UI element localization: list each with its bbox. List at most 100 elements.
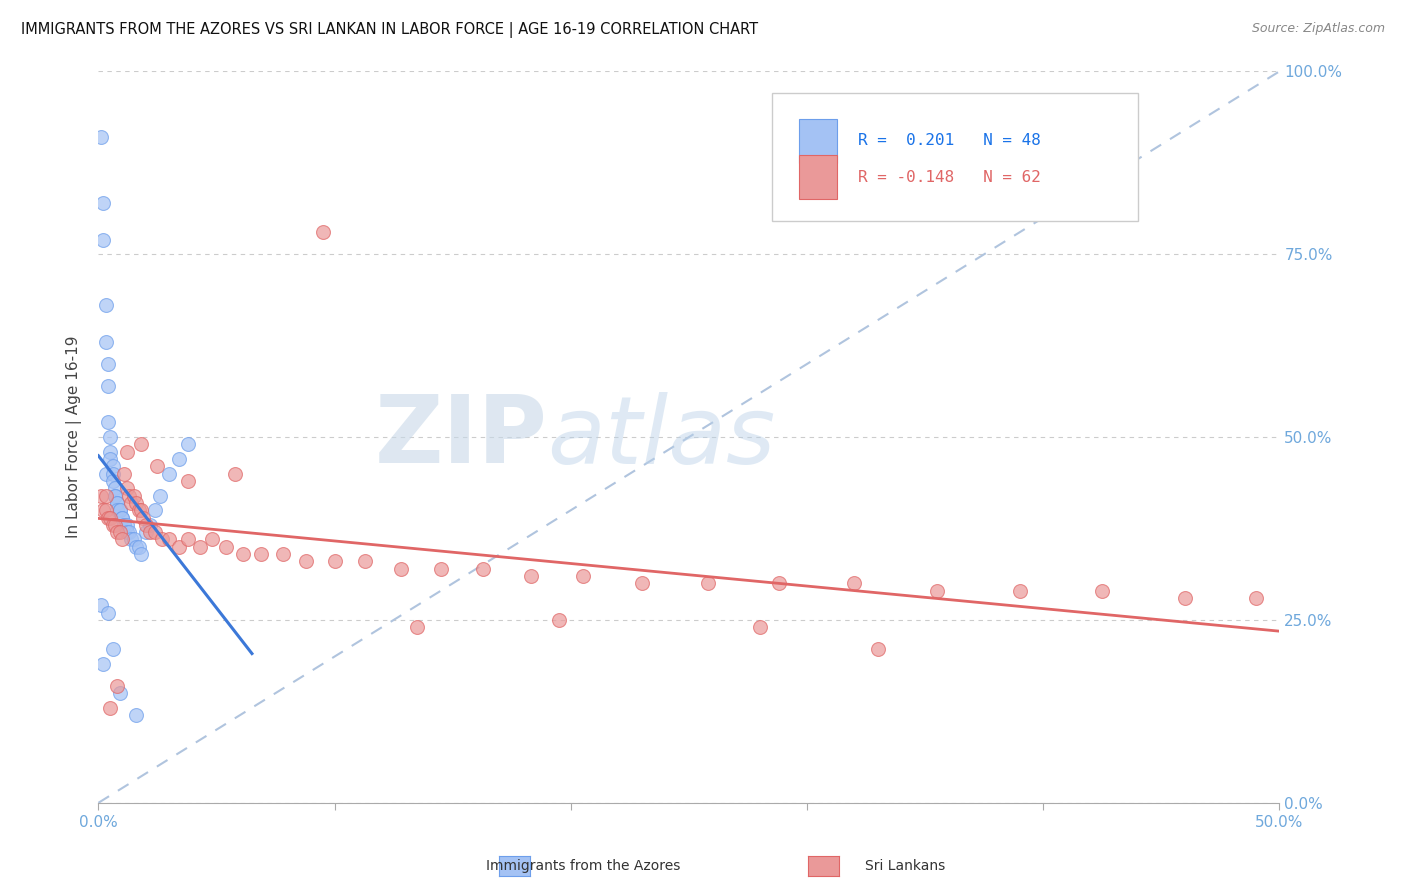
Point [354, 554, 377, 568]
Point [108, 503, 131, 517]
Point [177, 533, 200, 547]
Point [105, 496, 128, 510]
Y-axis label: In Labor Force | Age 16-19: In Labor Force | Age 16-19 [66, 335, 83, 539]
Point [548, 613, 571, 627]
Point [696, 576, 718, 591]
Point [250, 547, 273, 561]
Point [105, 679, 128, 693]
Point [98, 430, 121, 444]
Point [105, 503, 128, 517]
Point [128, 503, 150, 517]
Point [101, 642, 124, 657]
Point [295, 554, 318, 568]
Point [90, 489, 112, 503]
Text: Source: ZipAtlas.com: Source: ZipAtlas.com [1251, 22, 1385, 36]
Point [177, 474, 200, 488]
Point [121, 496, 143, 510]
Point [118, 489, 141, 503]
Point [1174, 591, 1197, 605]
Point [97, 510, 120, 524]
Point [104, 481, 127, 495]
Point [201, 533, 224, 547]
Point [108, 686, 131, 700]
Point [118, 525, 141, 540]
Point [94, 467, 117, 481]
Point [143, 503, 166, 517]
Point [132, 510, 155, 524]
Point [129, 437, 152, 451]
Point [157, 533, 180, 547]
FancyBboxPatch shape [799, 119, 837, 162]
Point [146, 459, 169, 474]
Point [111, 510, 134, 524]
Point [125, 540, 148, 554]
Point [115, 525, 138, 540]
Point [323, 554, 346, 568]
Point [94, 298, 117, 312]
Text: R =  0.201   N = 48: R = 0.201 N = 48 [858, 133, 1040, 148]
Point [224, 467, 246, 481]
Point [1244, 591, 1267, 605]
Point [97, 379, 120, 393]
Point [389, 562, 412, 576]
Point [188, 540, 211, 554]
Point [98, 444, 121, 458]
Text: R = -0.148   N = 62: R = -0.148 N = 62 [858, 169, 1040, 185]
Point [135, 525, 157, 540]
Point [112, 517, 135, 532]
Point [104, 489, 127, 503]
Point [215, 540, 238, 554]
Point [111, 533, 134, 547]
Point [98, 700, 121, 714]
Text: Immigrants from the Azores: Immigrants from the Azores [486, 859, 681, 873]
Point [844, 576, 866, 591]
Point [115, 517, 138, 532]
Point [122, 489, 145, 503]
Point [1008, 583, 1031, 598]
Point [125, 496, 148, 510]
Text: atlas: atlas [547, 392, 776, 483]
Point [108, 503, 131, 517]
Point [91, 196, 114, 211]
Point [571, 569, 593, 583]
Point [104, 517, 127, 532]
Point [94, 489, 117, 503]
Point [312, 225, 335, 239]
Point [135, 517, 157, 532]
Point [150, 533, 173, 547]
Point [90, 599, 112, 613]
FancyBboxPatch shape [799, 155, 837, 199]
Point [519, 569, 541, 583]
Point [129, 547, 152, 561]
Point [128, 540, 150, 554]
Point [90, 130, 112, 145]
Point [472, 562, 495, 576]
Point [630, 576, 652, 591]
Point [271, 547, 294, 561]
Point [866, 642, 889, 657]
Point [104, 489, 127, 503]
Point [139, 517, 162, 532]
Point [91, 657, 114, 671]
Point [94, 503, 117, 517]
FancyBboxPatch shape [772, 94, 1137, 221]
Point [101, 467, 124, 481]
Point [122, 533, 145, 547]
Point [97, 357, 120, 371]
Point [108, 525, 131, 540]
Point [115, 481, 138, 495]
Point [112, 467, 135, 481]
Point [101, 517, 124, 532]
Point [91, 233, 114, 247]
Point [231, 547, 253, 561]
Point [101, 474, 124, 488]
Point [98, 452, 121, 467]
Point [768, 576, 790, 591]
Point [97, 416, 120, 430]
Point [1091, 583, 1114, 598]
Point [925, 583, 948, 598]
Point [149, 489, 172, 503]
Point [111, 510, 134, 524]
Point [748, 620, 770, 634]
Point [98, 510, 121, 524]
